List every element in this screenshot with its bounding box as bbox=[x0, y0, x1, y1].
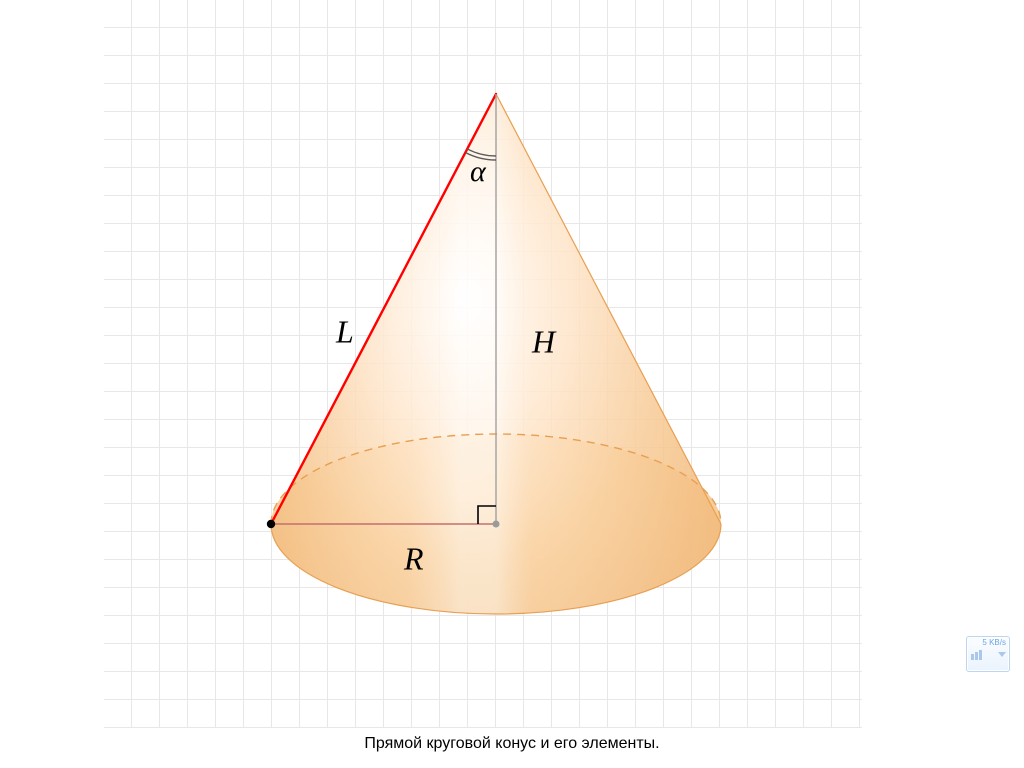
label-alpha: α bbox=[470, 155, 487, 188]
label-R: R bbox=[403, 540, 424, 576]
base-center-point bbox=[493, 521, 500, 528]
figure-caption: Прямой круговой конус и его элементы. bbox=[0, 735, 1024, 753]
widget-speed-text: 5 KB/s bbox=[970, 639, 1006, 648]
chevron-down-icon bbox=[998, 652, 1006, 657]
base-left-point bbox=[267, 520, 275, 528]
network-speed-widget[interactable]: 5 KB/s bbox=[966, 636, 1010, 672]
cone-figure: L H R α bbox=[104, 0, 862, 728]
page: L H R α Прямой круговой конус и его элем… bbox=[0, 0, 1024, 768]
bars-icon bbox=[970, 650, 982, 660]
label-H: H bbox=[531, 323, 557, 359]
label-L: L bbox=[335, 313, 354, 349]
